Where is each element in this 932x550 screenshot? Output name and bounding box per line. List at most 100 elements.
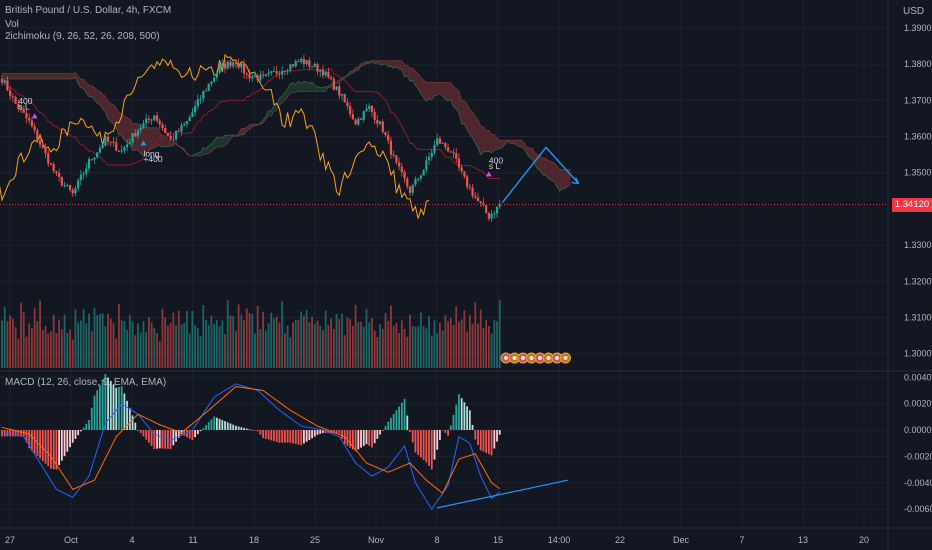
macd-trendline[interactable] (437, 479, 568, 509)
volume-bar (188, 333, 191, 368)
macd-histogram-bar (137, 430, 139, 431)
volume-bar (482, 327, 485, 368)
ichimoku-cloud (146, 127, 149, 154)
macd-histogram-bar (218, 418, 221, 431)
candle-body (6, 80, 9, 91)
macd-histogram-bar (322, 430, 324, 433)
volume-bar (496, 321, 498, 368)
event-flag-dot (521, 356, 525, 360)
macd-histogram-bar (354, 430, 357, 452)
currency-label[interactable]: USD (903, 6, 925, 17)
ichimoku-cloud (274, 104, 277, 112)
candle-body (109, 141, 112, 143)
ichimoku-cloud (306, 81, 310, 92)
ichimoku-cloud (78, 76, 81, 88)
volume-bar (300, 311, 303, 368)
candle-body (275, 71, 278, 74)
macd-legend[interactable]: MACD (12, 26, close, 9, EMA, EMA) (5, 377, 167, 388)
symbol-title[interactable]: British Pound / U.S. Dollar, 4h, FXCM (5, 5, 172, 16)
candle-body (112, 141, 115, 143)
volume-bar (28, 323, 31, 368)
time-axis-label: 25 (310, 535, 320, 545)
ichimoku-legend[interactable]: 2ichimoku (9, 26, 52, 26, 208, 500) (5, 31, 160, 42)
volume-bar (20, 302, 22, 368)
candle-body (373, 111, 376, 120)
macd-axis-label: -0.00600 (904, 504, 932, 514)
volume-bar (346, 317, 349, 368)
candle-body (485, 205, 488, 213)
candle-body (87, 159, 91, 169)
macd-histogram-bar (82, 427, 85, 431)
ichimoku-cloud (108, 101, 111, 122)
ichimoku-cloud (469, 109, 473, 138)
candle-body (319, 70, 322, 72)
ichimoku-cloud (399, 60, 402, 70)
candle-body (52, 164, 55, 172)
macd-histogram-bar (44, 430, 47, 464)
volume-legend[interactable]: Vol (5, 19, 19, 30)
candle-body (25, 112, 28, 119)
candle-body (237, 63, 240, 68)
volume-bar (240, 314, 243, 368)
volume-bar (387, 320, 390, 368)
ichimoku-cloud (434, 82, 438, 96)
candle-body (11, 96, 14, 98)
volume-bar (235, 330, 237, 368)
ichimoku-cloud (410, 68, 413, 81)
ichimoku-cloud (426, 82, 430, 102)
projection-path[interactable] (501, 146, 580, 203)
volume-bar (376, 337, 379, 368)
candle-body (177, 130, 180, 132)
ichimoku-cloud (524, 143, 527, 154)
ichimoku-cloud (543, 158, 546, 177)
candle-body (150, 119, 153, 121)
ichimoku-cloud (521, 140, 525, 149)
volume-bar (289, 337, 292, 368)
volume-bar (150, 322, 153, 368)
ichimoku-cloud (80, 79, 84, 89)
candle-body (153, 115, 156, 120)
macd-histogram-bar (458, 394, 460, 431)
volume-bar (120, 320, 123, 368)
volume-bar (256, 305, 259, 368)
volume-bar (47, 333, 50, 368)
volume-bar (349, 319, 352, 368)
macd-histogram-bar (286, 430, 289, 443)
ichimoku-cloud (72, 72, 76, 79)
candle-body (47, 153, 50, 164)
ichimoku-cloud (10, 73, 13, 79)
volume-bar (221, 320, 224, 368)
volume-bar (498, 300, 501, 368)
volume-bar (354, 304, 357, 368)
candle-body (362, 111, 365, 120)
volume-bar (286, 325, 289, 368)
volume-bar (267, 323, 270, 368)
ichimoku-cloud (97, 90, 100, 105)
macd-histogram-bar (224, 421, 226, 431)
candle-body (174, 130, 178, 140)
volume-bar (96, 315, 99, 368)
macd-histogram-bar (313, 430, 316, 437)
macd-histogram-bar (66, 430, 69, 452)
ichimoku-cloud (404, 65, 408, 77)
candle-body (471, 187, 474, 196)
candle-body (240, 63, 243, 68)
candle-body (145, 118, 148, 124)
price-axis-label: 1.39000 (904, 23, 932, 33)
volume-bar (381, 328, 384, 368)
candle-body (384, 132, 387, 136)
volume-bar (123, 321, 126, 368)
candle-body (313, 64, 316, 67)
candle-body (134, 133, 137, 137)
volume-bar (485, 320, 488, 368)
macd-histogram-bar (428, 430, 430, 466)
volume-bar (22, 311, 25, 368)
volume-bar (275, 316, 278, 368)
volume-bar (458, 321, 460, 368)
volume-bar (357, 321, 360, 368)
ichimoku-cloud (2, 73, 5, 79)
ichimoku-cloud (99, 91, 103, 109)
macd-histogram-bar (409, 430, 411, 433)
